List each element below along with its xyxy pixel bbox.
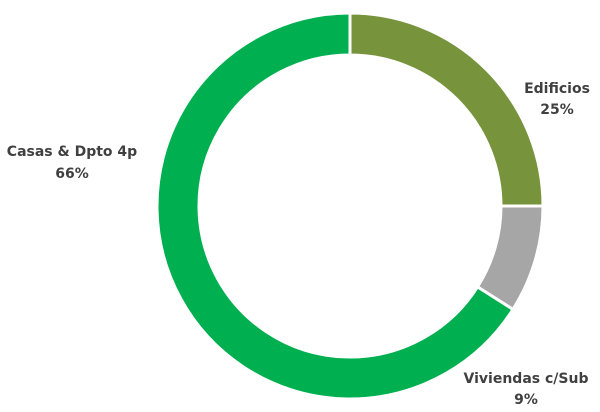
pie-slice-casas-dpto-4p xyxy=(155,11,516,401)
slice-percent-label: 25% xyxy=(540,102,574,118)
slices-layer xyxy=(155,11,545,401)
slice-percent-label: 9% xyxy=(514,392,538,408)
slice-label: Edificios xyxy=(524,81,590,97)
pie-slice-edificios xyxy=(348,11,545,208)
labels-layer: Edificios 25% Viviendas c/Sub 9% Casas & Dpt… xyxy=(7,81,590,408)
slice-percent-label: 66% xyxy=(55,166,89,182)
slice-label: Casas & Dpto 4p xyxy=(7,144,137,160)
slice-label: Viviendas c/Sub xyxy=(464,371,589,387)
